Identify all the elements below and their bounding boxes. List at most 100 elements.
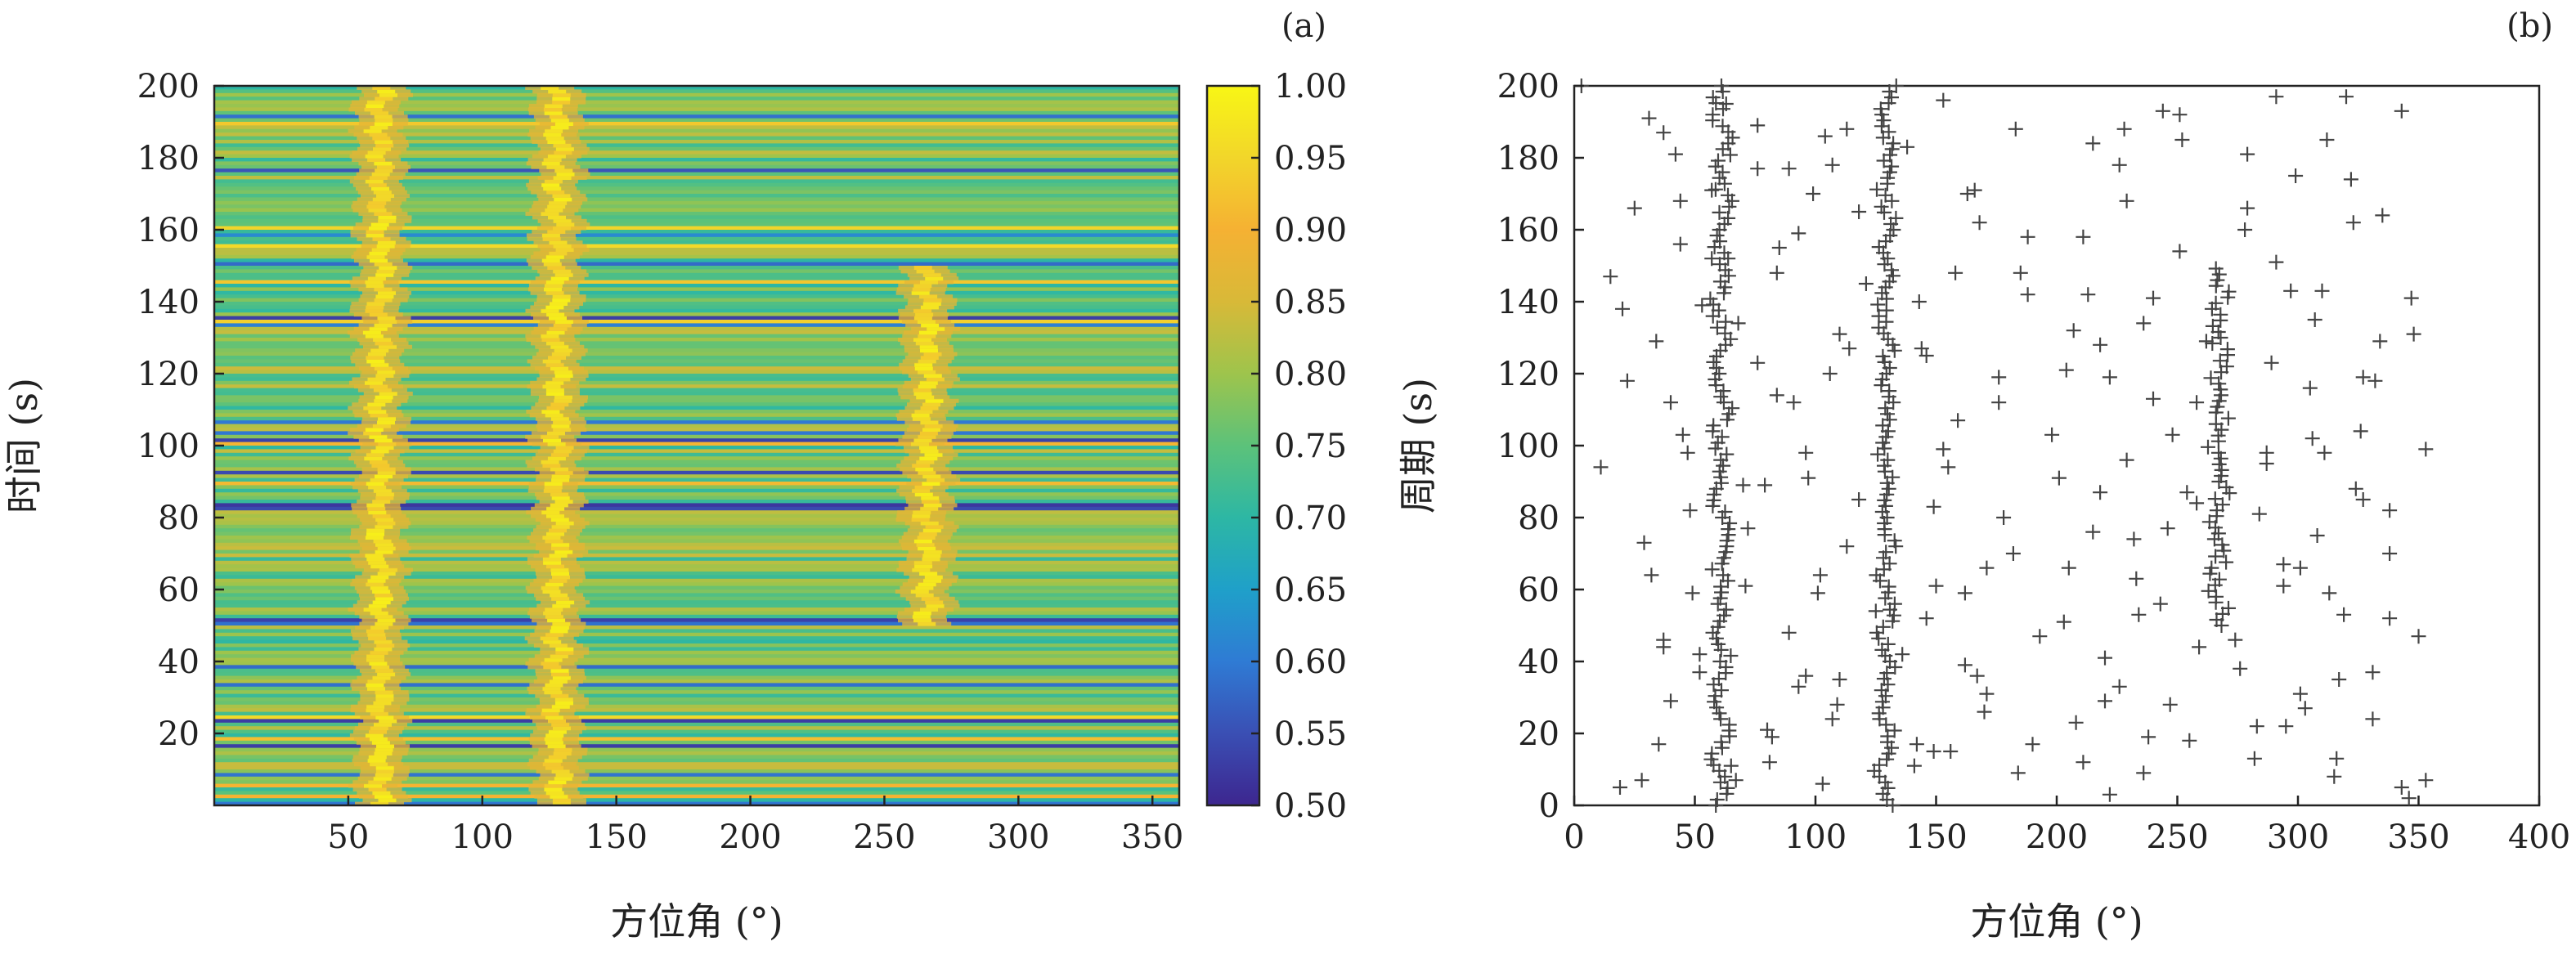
scatter-track-point [1717,608,1732,623]
heatmap-row [214,338,1179,342]
ridge-core [370,625,389,630]
ridge-core [913,338,931,342]
scatter-point [1926,744,1941,759]
scatter-point [2098,650,2112,666]
scatter-point [2292,686,2308,702]
ridge-core [544,284,563,288]
heatmap-row [214,686,1179,691]
scatter-point [2240,146,2255,162]
ridge-core [367,150,386,155]
ridge-core [554,398,572,403]
ridge-core [543,611,562,616]
ridge-core [916,269,935,274]
heatmap-row [214,269,1179,274]
ridge-core [919,431,938,436]
scatter-point [1842,341,1857,356]
ridge-core [911,518,930,522]
scatter-point [1730,316,1746,331]
ridge-core [547,744,566,749]
ridge-core [915,585,934,590]
ridge-core [913,266,932,270]
ridge-core [375,697,394,702]
ridge-core [552,100,571,105]
ridge-core [550,452,569,457]
heatmap-row [214,564,1179,569]
scatter-point [1593,460,1609,475]
ridge-core [550,593,568,598]
scatter-point [2314,283,2330,298]
heatmap-rows [214,86,1179,805]
ridge-core [369,434,388,439]
ridge-core [379,567,397,572]
scatter-track-point [1718,602,1734,617]
ridge-core [368,410,387,414]
ridge-core [549,326,568,331]
scatter-point [1750,118,1766,133]
scatter-point [2182,733,2197,748]
heatmap-x-label: 方位角 (°) [610,899,783,944]
ridge-core [927,326,945,331]
ridge-core [911,413,930,418]
ridge-core [375,474,393,479]
ridge-core [366,284,384,288]
ridge-core [543,560,562,565]
ridge-core [920,305,939,310]
heatmap-row [214,690,1179,695]
ridge-core [910,590,929,594]
heatmap-x-tick-label: 250 [853,818,915,856]
heatmap-row [214,747,1179,752]
scatter-point [2240,200,2255,216]
scatter-point [2309,528,2325,543]
ridge-core [555,701,573,706]
scatter-point [1680,445,1695,460]
ridge-core [544,758,563,763]
ridge-core [914,362,933,367]
ridge-core [377,164,395,169]
ridge-core [365,536,384,540]
ridge-core [370,585,388,590]
heatmap-row [214,248,1179,252]
ridge-core [554,122,573,126]
colorbar-tick-label: 0.60 [1274,643,1347,681]
scatter-track-point [1716,567,1731,583]
ridge-core [555,146,574,151]
ridge-core [368,603,387,608]
ridge-core [543,186,562,191]
heatmap-y-tick-label: 80 [158,500,200,537]
ridge-core [372,424,391,428]
scatter-point [2382,611,2398,626]
ridge-core [556,600,575,605]
ridge-core [368,208,387,213]
scatter-track-point [2201,439,2215,455]
ridge-core [375,769,394,773]
ridge-core [552,675,571,680]
heatmap-row [214,179,1179,184]
ridge-core [368,560,387,565]
scatter-point [1911,294,1927,309]
scatter-point [1812,567,1828,583]
ridge-core [376,244,395,249]
ridge-core [545,380,564,385]
ridge-core [367,506,386,511]
heatmap-row [214,791,1179,796]
ridge-core [543,639,562,644]
ridge-core [368,510,387,515]
colorbar-tick-label: 0.50 [1274,787,1347,825]
scatter-point [2085,524,2101,540]
heatmap-row [214,474,1179,479]
ridge-core [922,474,941,479]
heatmap-y-tick-label: 180 [137,140,200,177]
ridge-core [551,542,570,547]
scatter-point [2331,672,2347,687]
heatmap-row [214,657,1179,662]
colorbar-tick-label: 1.00 [1274,68,1347,105]
ridge-core [372,136,391,141]
ridge-core [375,118,393,123]
heatmap-row [214,323,1179,328]
heatmap-row [214,582,1179,587]
scatter-point [1950,413,1966,428]
scatter-point [1692,647,1708,662]
ridge-core [541,233,560,238]
ridge-core [926,377,945,382]
ridge-core [927,478,945,482]
